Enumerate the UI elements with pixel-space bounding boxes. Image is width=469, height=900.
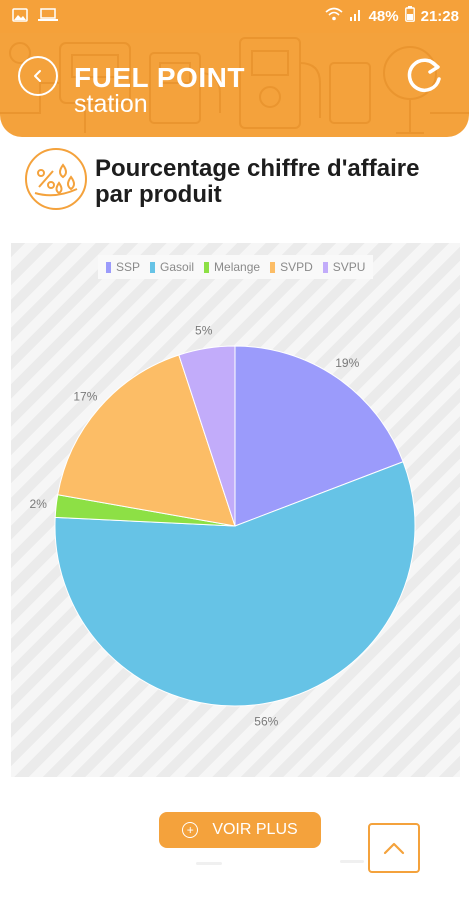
- brand: FUEL POINT station: [74, 62, 245, 118]
- laptop-icon: [38, 8, 58, 27]
- pie-slice-gasoil[interactable]: [54, 461, 416, 707]
- battery-percent: 48%: [368, 7, 399, 25]
- legend-label: Melange: [214, 260, 261, 274]
- pie-label-svpd: 17%: [73, 389, 97, 403]
- chevron-up-icon: [383, 842, 405, 855]
- plus-circle-icon: +: [182, 822, 199, 838]
- decorative-divider: [340, 860, 364, 863]
- legend-item-melange[interactable]: Melange: [204, 260, 260, 274]
- clock: 21:28: [420, 7, 459, 25]
- section-title: Pourcentage chiffre d'affaire par produi…: [95, 155, 420, 208]
- chevron-left-icon: [34, 70, 41, 82]
- pie-slice-svpu[interactable]: [178, 345, 236, 527]
- legend-label: Gasoil: [160, 260, 195, 274]
- percent-drops-icon: [25, 148, 87, 210]
- pie-slice-ssp[interactable]: [234, 345, 404, 527]
- legend-item-svpd[interactable]: SVPD: [270, 260, 313, 274]
- legend-label: SSP: [116, 260, 141, 274]
- wifi-icon: [325, 7, 343, 25]
- legend-swatch: [150, 261, 156, 273]
- status-left: [12, 8, 58, 27]
- status-right: 48% 21:28: [325, 6, 459, 26]
- pie-label-gasoil: 56%: [254, 715, 278, 729]
- pie-label-melange: 2%: [30, 497, 48, 511]
- pie-label-svpu: 5%: [195, 323, 213, 337]
- voir-plus-label: VOIR PLUS: [212, 821, 298, 838]
- legend-label: SVPD: [280, 260, 313, 274]
- legend-item-ssp[interactable]: SSP: [106, 260, 140, 274]
- refresh-button[interactable]: [403, 53, 447, 97]
- app-title: FUEL POINT: [74, 62, 245, 93]
- legend-swatch: [270, 261, 276, 273]
- voir-plus-button[interactable]: + VOIR PLUS: [159, 812, 321, 848]
- legend-item-svpu[interactable]: SVPU: [322, 260, 366, 274]
- legend-swatch: [106, 261, 111, 273]
- legend-swatch: [322, 261, 328, 273]
- pie-label-ssp: 19%: [335, 356, 359, 370]
- app-header: FUEL POINT station: [0, 33, 469, 137]
- refresh-icon: [407, 58, 441, 92]
- status-bar: 48% 21:28: [0, 0, 469, 33]
- legend-item-gasoil[interactable]: Gasoil: [150, 260, 194, 274]
- signal-icon: [349, 7, 363, 25]
- pie-chart: SSP Gasoil Melange SVPD SVPU 19% 56% 2% 17%…: [11, 243, 460, 777]
- chart-legend: SSP Gasoil Melange SVPD SVPU: [98, 255, 374, 279]
- legend-label: SVPU: [332, 260, 366, 274]
- pie-svg: 19% 56% 2% 17% 5%: [30, 323, 416, 729]
- header-background-pattern: [0, 37, 469, 134]
- battery-icon: [404, 6, 415, 26]
- decorative-divider: [196, 862, 222, 865]
- legend-swatch: [204, 261, 210, 273]
- pie-slice-svpd[interactable]: [57, 354, 236, 527]
- back-button[interactable]: [18, 56, 58, 96]
- image-icon: [12, 8, 28, 27]
- app-subtitle: station: [74, 90, 148, 118]
- scroll-top-button[interactable]: [368, 823, 420, 873]
